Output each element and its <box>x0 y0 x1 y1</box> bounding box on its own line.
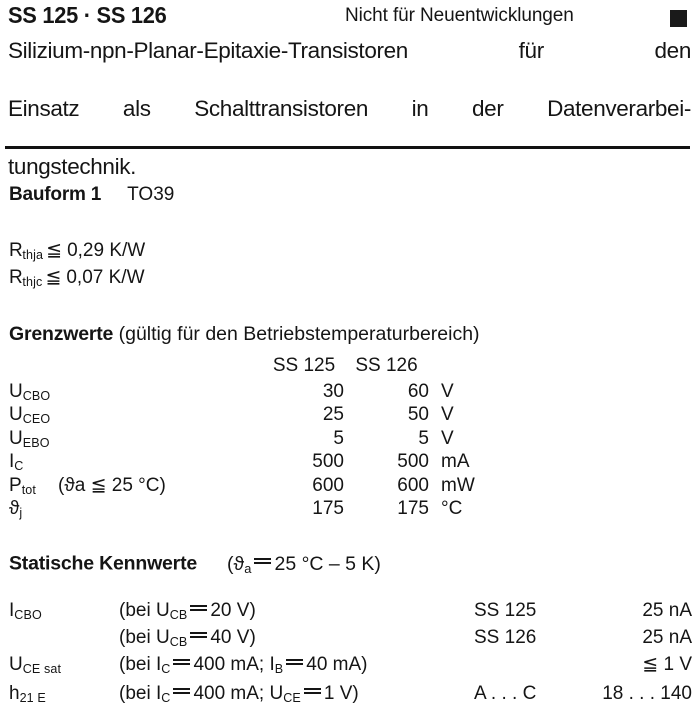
thermal-row: Rthjc ≦ 0,07 K/W <box>9 265 145 292</box>
thermal-symbol-base: R <box>9 240 23 261</box>
table-row: h21 E (bei IC 400 mA; UCE 1 V) A . . . C 1… <box>0 680 700 709</box>
limits-row-ss125: 30 <box>322 380 344 402</box>
static-row-symbol: h21 E <box>9 683 46 705</box>
limits-row-ss125: 25 <box>322 404 344 425</box>
limits-row-unit: mW <box>441 474 475 496</box>
static-row-condition: (bei IC 400 mA; IB 40 mA) <box>119 651 474 680</box>
black-square-marker-icon <box>670 10 687 27</box>
limits-row-ss126: 600 <box>397 474 429 496</box>
table-row: UCE sat (bei IC 400 mA; IB 40 mA) ≦ 1 V <box>0 651 700 680</box>
equals-icon <box>303 680 321 699</box>
limits-col-unit-header <box>429 355 700 381</box>
static-row-type <box>474 651 586 680</box>
thermal-symbol-sub: thja <box>22 248 44 262</box>
limits-row-unit: V <box>441 380 454 402</box>
limits-row-ss125: 600 <box>312 474 344 496</box>
thermal-unit: K/W <box>109 240 146 261</box>
static-row-condition: (bei UCB 40 V) <box>119 624 474 651</box>
description-line-1: Silizium-npn-Planar-Epitaxie-Transistore… <box>8 38 691 63</box>
static-row-symbol <box>0 624 119 651</box>
limits-row-unit: °C <box>441 498 463 519</box>
package-value: TO39 <box>127 184 175 205</box>
static-row-symbol: ICBO <box>9 600 42 622</box>
not-for-new-designs-notice: Nicht für Neuentwicklungen <box>345 5 574 26</box>
limits-row-unit: V <box>441 404 454 425</box>
static-row-value: 25 nA <box>642 600 692 621</box>
package-label: Bauform 1 <box>9 184 102 205</box>
equals-icon <box>190 624 208 643</box>
limits-table: SS 125 SS 126 UCBO 30 60 V UCEO 25 50 V … <box>0 355 700 522</box>
static-row-type: SS 125 <box>474 600 537 621</box>
page-title: SS 125 · SS 126 <box>8 2 167 28</box>
static-row-symbol: UCE sat <box>9 654 62 676</box>
limits-row-ss126: 60 <box>407 380 429 402</box>
limits-heading-rest: (gültig für den Betriebstemperaturbereic… <box>118 323 480 345</box>
limits-col-ss125-header: SS 125 <box>272 355 336 376</box>
thermal-symbol-sub: thjc <box>22 275 43 289</box>
equals-icon <box>173 651 191 670</box>
thermal-row: Rthja ≦ 0,29 K/W <box>9 238 145 265</box>
table-row: ϑj 175 175 °C <box>0 498 700 522</box>
static-section-heading: Statische Kennwerte (ϑa 25 °C – 5 K) <box>9 550 381 576</box>
description-line-2: Einsatz als Schalttransistoren in der Da… <box>8 96 691 121</box>
table-row: Ptot (ϑa ≦ 25 °C) 600 600 mW <box>0 475 700 499</box>
thermal-relation: ≦ <box>45 267 62 288</box>
static-row-condition: (bei IC 400 mA; UCE 1 V) <box>119 680 474 709</box>
thermal-symbol-base: R <box>9 267 23 288</box>
horizontal-divider <box>5 146 690 149</box>
limits-row-symbol: UEBO <box>9 427 50 450</box>
equals-icon <box>286 651 304 670</box>
table-header-row: SS 125 SS 126 <box>0 355 700 381</box>
limits-row-symbol: UCBO <box>9 380 51 403</box>
limits-row-ss126: 50 <box>407 404 429 425</box>
static-characteristics-table: ICBO (bei UCB 20 V) SS 125 25 nA (bei UCB… <box>0 597 700 709</box>
equals-icon <box>173 680 191 699</box>
table-row: ICBO (bei UCB 20 V) SS 125 25 nA <box>0 597 700 624</box>
thermal-unit: K/W <box>108 267 145 288</box>
static-row-value: ≦ 1 V <box>642 654 692 675</box>
limits-row-ss126: 500 <box>397 451 429 472</box>
thermal-value: 0,29 <box>67 240 105 261</box>
static-row-value: 18 . . . 140 <box>602 683 692 704</box>
table-row: UEBO 5 5 V <box>0 428 700 452</box>
limits-row-ss126: 5 <box>418 427 429 449</box>
product-description: Silizium-npn-Planar-Epitaxie-Transistore… <box>8 36 691 181</box>
static-row-type: SS 126 <box>474 627 537 648</box>
table-row: IC 500 500 mA <box>0 451 700 475</box>
table-row: UCBO 30 60 V <box>0 381 700 405</box>
limits-section-heading: Grenzwerte (gültig für den Betriebstempe… <box>9 323 480 346</box>
limits-heading-bold: Grenzwerte <box>9 323 114 345</box>
limits-row-unit: mA <box>441 451 470 472</box>
limits-row-ss125: 5 <box>333 427 344 449</box>
thermal-symbol: Rthja <box>9 240 44 262</box>
limits-col-symbol-header <box>0 355 264 381</box>
static-heading-condition: (ϑa 25 °C – 5 K) <box>227 550 381 576</box>
thermal-relation: ≦ <box>46 240 63 261</box>
static-row-condition: (bei UCB 20 V) <box>119 597 474 624</box>
table-row: (bei UCB 40 V) SS 126 25 nA <box>0 624 700 651</box>
limits-row-symbol: ϑj <box>9 498 23 520</box>
equals-icon <box>254 550 272 570</box>
limits-row-condition: (ϑa ≦ 25 °C) <box>58 474 166 496</box>
static-row-value: 25 nA <box>642 627 692 648</box>
equals-icon <box>190 597 208 616</box>
limits-row-ss126: 175 <box>397 498 429 519</box>
limits-row-ss125: 500 <box>312 451 344 472</box>
limits-row-symbol: IC <box>9 451 24 473</box>
limits-row-unit: V <box>441 427 454 449</box>
package-row: Bauform 1 TO39 <box>9 184 174 206</box>
thermal-value: 0,07 <box>66 267 104 288</box>
thermal-resistance-block: Rthja ≦ 0,29 K/W Rthjc ≦ 0,07 K/W <box>9 238 145 292</box>
limits-col-ss126-header: SS 126 <box>355 355 418 376</box>
limits-row-symbol: UCEO <box>9 404 51 426</box>
limits-row-ss125: 175 <box>312 498 344 519</box>
description-line-3: tungstechnik. <box>8 154 137 179</box>
thermal-symbol: Rthjc <box>9 267 43 289</box>
static-row-type: A . . . C <box>474 683 537 704</box>
limits-row-symbol: Ptot (ϑa ≦ 25 °C) <box>9 474 166 497</box>
static-heading-bold: Statische Kennwerte <box>9 552 198 575</box>
table-row: UCEO 25 50 V <box>0 404 700 428</box>
